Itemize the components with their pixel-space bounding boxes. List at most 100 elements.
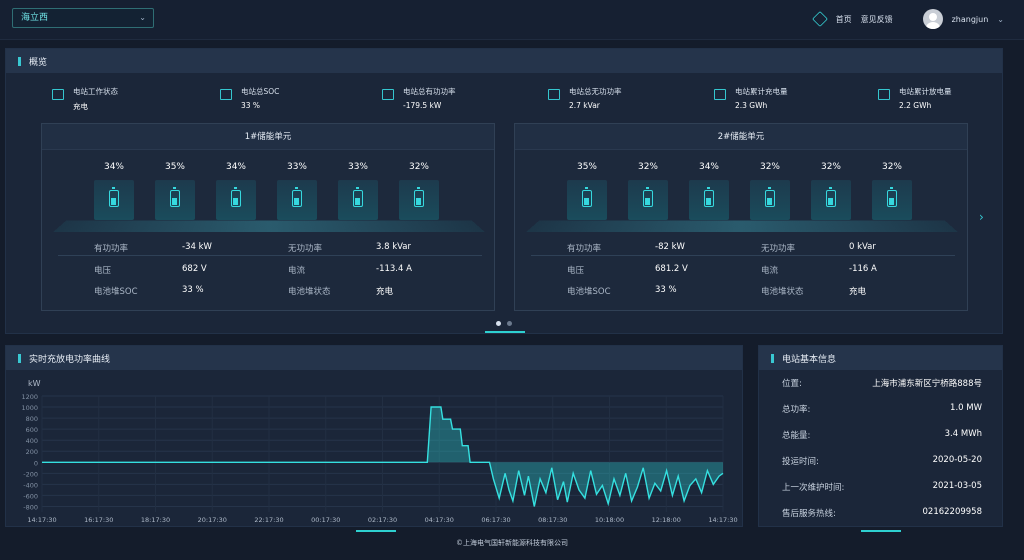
stat-value: 0 kVar: [849, 242, 876, 252]
battery-cell: 35%: [151, 162, 199, 220]
stat-value: 681.2 V: [655, 264, 688, 274]
x-tick-label: 16:17:30: [84, 516, 113, 524]
station-select[interactable]: 海立西 ⌄: [12, 8, 154, 28]
battery-icon: [353, 187, 363, 207]
battery-cell-soc: 34%: [225, 162, 246, 172]
battery-icon: [765, 187, 775, 207]
kpi-1: 电站工作状态 充电: [52, 86, 118, 112]
station-info-label: 总能量:: [782, 431, 811, 441]
x-tick-label: 20:17:30: [198, 516, 227, 524]
y-axis-label: kW: [28, 379, 41, 388]
kpi-label: 电站累计充电量: [735, 87, 788, 96]
carousel-next-icon[interactable]: ›: [979, 210, 984, 224]
kpi-value: 33 %: [241, 101, 261, 110]
chevron-down-icon: ⌄: [139, 13, 146, 22]
stat-label: 电池堆SOC: [567, 287, 611, 297]
y-tick-label: 1200: [21, 393, 38, 401]
battery-cell-soc: 32%: [881, 162, 902, 172]
x-tick-label: 14:17:30: [27, 516, 56, 524]
station-info-title: 电站基本信息: [782, 354, 837, 365]
stat-value: 3.8 kVar: [376, 242, 412, 252]
y-tick-label: 200: [26, 448, 38, 456]
unit-stat-row: 电池堆SOC 33 % 电池堆状态 充电: [94, 285, 484, 301]
kpi-label: 电站工作状态: [73, 87, 118, 96]
battery-icon: [414, 187, 424, 207]
battery-cell-soc: 35%: [164, 162, 185, 172]
y-tick-label: 0: [34, 459, 38, 467]
battery-cell-soc: 32%: [637, 162, 658, 172]
power-series-line: [42, 406, 724, 507]
top-bar: 海立西 ⌄ 首页 意见反馈 zhangjun ⌄: [0, 0, 1024, 40]
stat-label: 电池堆状态: [761, 287, 804, 297]
discharge-icon: [878, 89, 890, 100]
x-tick-label: 02:17:30: [368, 516, 397, 524]
battery-icon: [220, 89, 232, 100]
carousel-dot-1[interactable]: [496, 321, 501, 326]
y-tick-label: 400: [26, 437, 38, 445]
station-info-row: 总能量: 3.4 MWh: [782, 429, 982, 443]
nav-feedback-link[interactable]: 意见反馈: [860, 14, 893, 24]
kpi-5: 电站累计充电量 2.3 GWh: [714, 86, 788, 112]
top-nav: 首页 意见反馈 zhangjun ⌄: [811, 9, 1004, 29]
stat-value: 充电: [376, 287, 394, 297]
section-marker-icon: [771, 353, 774, 363]
storage-unit-title: 1#储能单元: [42, 124, 494, 150]
stat-label: 有功功率: [567, 244, 602, 254]
battery-cell: 32%: [807, 162, 855, 220]
charge-icon: [714, 89, 726, 100]
username-label[interactable]: zhangjun: [951, 14, 989, 24]
x-tick-label: 06:17:30: [481, 516, 510, 524]
battery-cell: 34%: [212, 162, 260, 220]
overview-title: 概览: [29, 57, 48, 68]
y-tick-label: -600: [23, 492, 38, 500]
kpi-4: 电站总无功功率 2.7 kVar: [548, 86, 622, 112]
nav-home-link[interactable]: 首页: [835, 14, 852, 24]
stat-value: -82 kW: [655, 242, 685, 252]
kpi-value: 2.2 GWh: [899, 101, 932, 110]
stat-label: 无功功率: [761, 244, 796, 254]
y-tick-label: 600: [26, 426, 38, 434]
station-info-value: 2020-05-20: [932, 455, 982, 465]
gauge-icon: [548, 89, 560, 100]
stat-label: 电压: [567, 266, 585, 276]
power-chart-title: 实时充放电功率曲线: [29, 354, 111, 365]
info-scroll-indicator: [861, 530, 901, 532]
station-info-value: 1.0 MW: [950, 403, 982, 413]
storage-unit-1[interactable]: 1#储能单元 34% 35% 34% 33% 33% 32% 有功功率 -34 kW 无功功率 3.…: [41, 123, 495, 311]
station-info-row: 投运时间: 2020-05-20: [782, 455, 982, 469]
y-tick-label: -200: [23, 470, 38, 478]
battery-icon: [704, 187, 714, 207]
carousel-dot-2[interactable]: [507, 321, 512, 326]
storage-unit-2[interactable]: 2#储能单元 35% 32% 34% 32% 32% 32% 有功功率 -82 kW 无功功率 0 …: [514, 123, 968, 311]
stat-value: 682 V: [182, 264, 207, 274]
y-tick-label: -800: [23, 503, 38, 511]
kpi-6: 电站累计放电量 2.2 GWh: [878, 86, 952, 112]
x-tick-label: 10:18:00: [595, 516, 624, 524]
kpi-2: 电站总SOC 33 %: [220, 86, 279, 112]
x-tick-label: 18:17:30: [141, 516, 170, 524]
app-cube-icon[interactable]: [811, 11, 828, 27]
battery-icon: [826, 187, 836, 207]
battery-icon: [887, 187, 897, 207]
kpi-label: 电站总SOC: [241, 87, 280, 96]
x-tick-label: 04:17:30: [425, 516, 454, 524]
user-menu-chevron-icon[interactable]: ⌄: [997, 14, 1004, 24]
unit-stat-row: 电压 682 V 电流 -113.4 A: [94, 264, 484, 280]
station-info-header: 电站基本信息: [759, 346, 1002, 370]
battery-icon: [582, 187, 592, 207]
y-tick-label: 1000: [21, 404, 38, 412]
gauge-icon: [382, 89, 394, 100]
x-tick-label: 14:17:30: [708, 516, 737, 524]
battery-cell-soc: 33%: [286, 162, 307, 172]
station-info-value: 上海市浦东新区宁桥路888号: [872, 379, 982, 389]
x-tick-label: 00:17:30: [311, 516, 340, 524]
station-info-label: 上一次维护时间:: [782, 483, 845, 493]
power-chart: kW 1200 1000 800 600 400 200 0 -200 -400 -600 -800 1…: [21, 379, 737, 524]
stat-value: 充电: [849, 287, 867, 297]
unit-stat-row: 电压 681.2 V 电流 -116 A: [567, 264, 957, 280]
unit-stat-row: 有功功率 -82 kW 无功功率 0 kVar: [567, 242, 957, 258]
battery-cell-soc: 32%: [759, 162, 780, 172]
station-info-row: 位置: 上海市浦东新区宁桥路888号: [782, 377, 982, 391]
stat-value: -34 kW: [182, 242, 212, 252]
avatar[interactable]: [922, 9, 943, 29]
